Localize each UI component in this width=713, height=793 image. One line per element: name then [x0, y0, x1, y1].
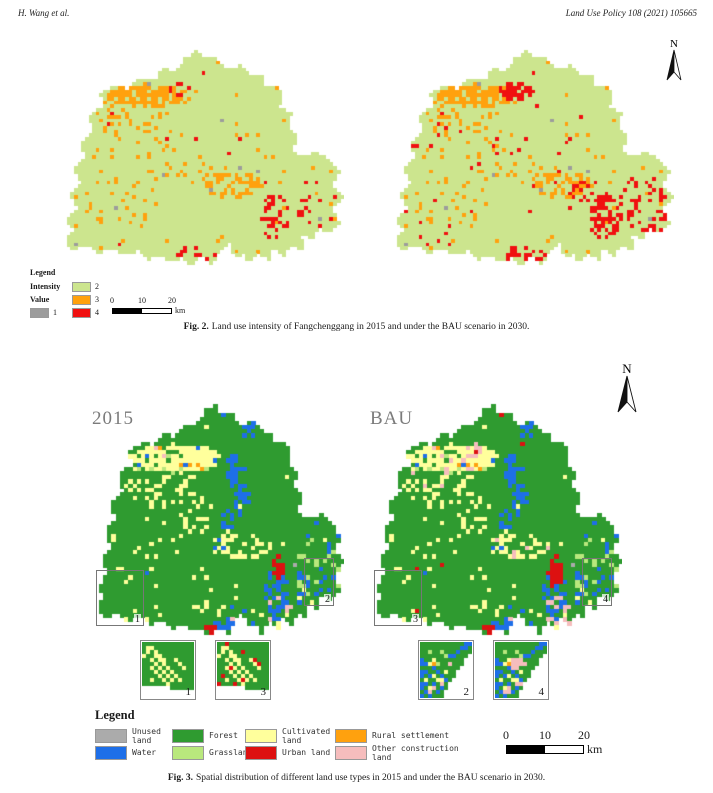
scalebar-tick-10: 10	[539, 728, 551, 742]
rural-settlement-label: Rural settlement	[372, 731, 450, 740]
fig2-caption-text: Land use intensity of Fangchenggang in 2…	[211, 322, 530, 332]
other-construction-swatch	[335, 745, 367, 760]
forest-label: Forest	[209, 731, 238, 740]
scalebar-tick-20: 20	[168, 296, 176, 305]
scalebar-unit: km	[587, 742, 603, 756]
inset-1-label: 1	[185, 686, 192, 698]
fig2-legend-row-intensity: Intensity 2	[30, 280, 99, 293]
svg-text:N: N	[622, 361, 632, 376]
inset-4-label: 4	[538, 686, 545, 698]
legend-item-urban-land: Urban land	[245, 744, 335, 761]
north-letter: N	[670, 38, 678, 50]
zoom-rect-4: 4	[582, 558, 612, 606]
fig2-caption-label: Fig. 2.	[183, 322, 209, 332]
header-authors: H. Wang et al.	[18, 8, 70, 18]
grassland-swatch	[172, 745, 204, 760]
urban-land-swatch	[245, 745, 277, 760]
legend-item-water: Water	[95, 744, 172, 761]
zoom-rect-1: 1	[96, 570, 144, 626]
inset-3-label: 3	[260, 686, 267, 698]
scalebar-bar	[112, 307, 172, 314]
intensity-1-value: 1	[53, 308, 57, 317]
urban-land-label: Urban land	[282, 748, 331, 757]
fig2-map-2030-bau	[382, 46, 674, 268]
legend-item-other-construction: Other construction land	[335, 743, 475, 762]
fig2-legend-row-extra: 1 4	[30, 306, 99, 319]
north-arrow-icon: N	[666, 38, 682, 81]
legend-item-forest: Forest	[172, 727, 245, 744]
inset-box-1: 1	[140, 640, 196, 700]
intensity-3-value: 3	[95, 295, 99, 304]
zoom-rect-4-label: 4	[602, 594, 609, 605]
intensity-3-swatch	[72, 294, 91, 305]
water-swatch	[95, 745, 127, 760]
fig2-legend-group2: Value	[30, 295, 50, 304]
inset-3-canvas	[217, 642, 269, 698]
intensity-4-value: 4	[95, 308, 99, 317]
water-label: Water	[132, 748, 157, 757]
other-construction-label: Other construction land	[372, 743, 459, 762]
scalebar-bar	[506, 745, 584, 754]
inset-1-canvas	[142, 642, 194, 698]
intensity-2-value: 2	[95, 282, 99, 291]
legend-item-grassland: Grassland	[172, 744, 252, 761]
intensity-1-swatch	[30, 307, 49, 318]
scalebar-tick-20: 20	[578, 728, 590, 742]
legend-item-unused-land: Unused land	[95, 726, 172, 745]
fig3-map-bau-wrap: BAU 3 4	[364, 400, 624, 642]
forest-swatch	[172, 728, 204, 743]
inset-box-2: 2	[418, 640, 474, 700]
intensity-2-swatch	[72, 281, 91, 292]
fig3-legend: Legend Unused land Water Forest	[95, 708, 475, 762]
fig3-map-2015-wrap: 2015 1 2	[86, 400, 346, 642]
fig3-map-2015-label: 2015	[92, 408, 134, 429]
legend-item-rural-settlement: Rural settlement	[335, 727, 475, 744]
fig3-legend-title: Legend	[95, 708, 135, 722]
fig2-legend-title: Legend	[30, 268, 56, 277]
header-journal: Land Use Policy 108 (2021) 105665	[565, 8, 697, 18]
inset-2-label: 2	[463, 686, 470, 698]
legend-item-cultivated-land: Cultivated land	[245, 726, 335, 745]
grassland-label: Grassland	[209, 748, 253, 757]
fig3-map-2015	[86, 400, 344, 638]
intensity-4-swatch	[72, 307, 91, 318]
fig3-scalebar: 0 10 20 km	[503, 728, 603, 757]
scalebar-tick-0: 0	[110, 296, 114, 305]
scalebar-tick-0: 0	[503, 728, 509, 742]
unused-land-swatch	[95, 728, 127, 743]
scalebar-unit: km	[175, 306, 186, 315]
fig2-caption: Fig. 2. Land use intensity of Fangchengga…	[0, 322, 713, 332]
fig2-legend-row-value: Value 3	[30, 293, 99, 306]
unused-land-label: Unused land	[132, 726, 161, 745]
zoom-rect-3-label: 3	[412, 614, 419, 625]
fig3-caption: Fig. 3. Spatial distribution of different…	[0, 773, 713, 783]
rural-settlement-swatch	[335, 728, 367, 743]
scalebar-tick-10: 10	[138, 296, 146, 305]
fig2-legend: Legend Intensity 2 Value 3 1 4	[30, 268, 99, 319]
cultivated-land-label: Cultivated land	[282, 726, 331, 745]
zoom-rect-1-label: 1	[134, 614, 141, 625]
inset-box-4: 4	[493, 640, 549, 700]
fig3-map-bau	[364, 400, 622, 638]
zoom-rect-3: 3	[374, 570, 422, 626]
fig2-legend-group1: Intensity	[30, 282, 61, 291]
inset-2-canvas	[420, 642, 472, 698]
inset-box-3: 3	[215, 640, 271, 700]
inset-4-canvas	[495, 642, 547, 698]
fig3-caption-text: Spatial distribution of different land u…	[195, 773, 546, 783]
cultivated-land-swatch	[245, 728, 277, 743]
fig3-map-bau-label: BAU	[370, 408, 414, 429]
fig3-caption-label: Fig. 3.	[167, 773, 193, 783]
fig2-map-2015	[52, 46, 344, 268]
zoom-rect-2: 2	[304, 558, 334, 606]
zoom-rect-2-label: 2	[324, 594, 331, 605]
fig2-scalebar: 0 10 20 km	[110, 296, 186, 315]
